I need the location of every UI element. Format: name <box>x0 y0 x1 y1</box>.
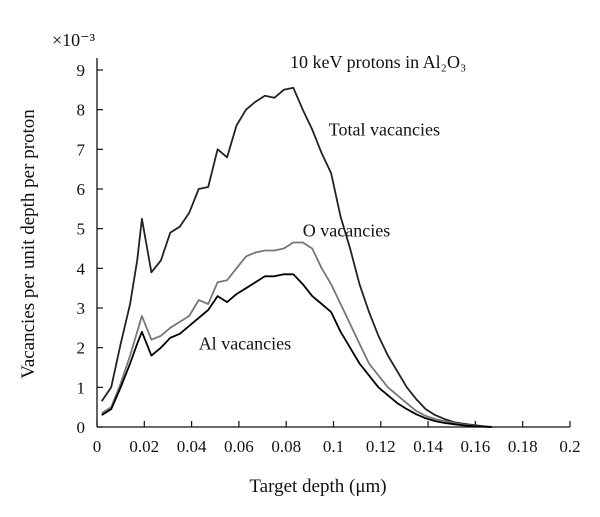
x-tick-label: 0 <box>93 437 102 456</box>
x-tick-label: 0.2 <box>559 437 580 456</box>
y-axis-multiplier: ×10⁻³ <box>52 30 96 50</box>
series-line-total-vacancies <box>100 86 493 428</box>
series-lines <box>100 86 493 428</box>
chart-title: 10 keV protons in Al₂O₃ <box>290 52 466 72</box>
x-tick-label: 0.04 <box>177 437 207 456</box>
annotation-total-vacancies: Total vacancies <box>329 119 440 139</box>
y-axis-ticks: 0 1 2 3 4 5 6 7 8 9 <box>77 61 103 437</box>
x-tick-label: 0.08 <box>271 437 301 456</box>
y-axis-label: Vacancies per unit depth per proton <box>18 109 39 379</box>
annotation-o-vacancies: O vacancies <box>303 221 390 241</box>
y-tick-label: 4 <box>77 259 86 278</box>
y-tick-label: 3 <box>77 299 86 318</box>
x-tick-label: 0.18 <box>508 437 538 456</box>
series-line-o-vacancies <box>101 241 493 428</box>
x-tick-label: 0.1 <box>323 437 344 456</box>
y-tick-label: 5 <box>77 220 86 239</box>
x-tick-label: 0.16 <box>461 437 491 456</box>
x-axis-ticks: 0 0.02 0.04 0.06 0.08 0.1 0.12 0.14 0.16 0.18 0.2 <box>93 421 581 456</box>
y-tick-label: 0 <box>77 418 86 437</box>
y-tick-label: 2 <box>77 339 86 358</box>
x-tick-label: 0.14 <box>413 437 443 456</box>
y-tick-label: 7 <box>77 140 86 159</box>
y-tick-label: 8 <box>77 101 86 120</box>
x-axis-label: Target depth (μm) <box>249 476 386 497</box>
y-tick-label: 6 <box>77 180 86 199</box>
y-tick-label: 1 <box>77 378 86 397</box>
plot-axes <box>96 58 570 428</box>
x-tick-label: 0.12 <box>366 437 396 456</box>
x-tick-label: 0.06 <box>224 437 254 456</box>
annotation-al-vacancies: Al vacancies <box>199 334 291 354</box>
x-tick-label: 0.02 <box>129 437 159 456</box>
series-line-al-vacancies <box>101 273 493 428</box>
y-tick-label: 9 <box>77 61 86 80</box>
series-annotations: Total vacancies O vacancies Al vacancies <box>199 119 440 353</box>
